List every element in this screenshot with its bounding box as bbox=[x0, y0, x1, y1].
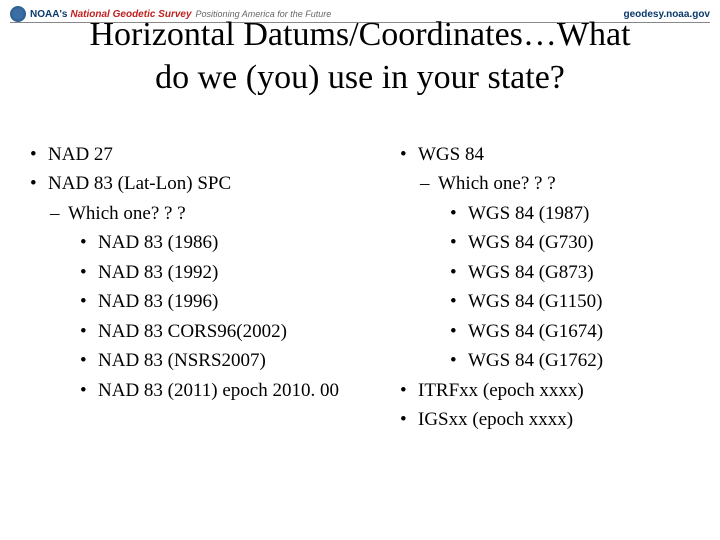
list-item: NAD 83 (NSRS2007) bbox=[98, 346, 400, 375]
list-item: NAD 83 (1986) bbox=[98, 228, 400, 257]
right-column: WGS 84 Which one? ? ? WGS 84 (1987) WGS … bbox=[400, 140, 700, 434]
list-item: WGS 84 (G1150) bbox=[468, 287, 700, 316]
list-item: WGS 84 (1987) bbox=[468, 199, 700, 228]
list-item: NAD 83 CORS96(2002) bbox=[98, 317, 400, 346]
list-item: IGSxx (epoch xxxx) bbox=[418, 405, 700, 434]
list-item-label: Which one? ? ? bbox=[438, 173, 556, 194]
list-item: NAD 83 (1996) bbox=[98, 287, 400, 316]
title-line-2: do we (you) use in your state? bbox=[155, 59, 565, 96]
list-item: ITRFxx (epoch xxxx) bbox=[418, 376, 700, 405]
title-line-1: Horizontal Datums/Coordinates…What bbox=[89, 16, 630, 53]
list-item: NAD 83 (2011) epoch 2010. 00 bbox=[98, 376, 400, 405]
list-item: WGS 84 (G873) bbox=[468, 258, 700, 287]
list-item-label: WGS 84 bbox=[418, 144, 484, 165]
list-item: Which one? ? ? NAD 83 (1986) NAD 83 (199… bbox=[68, 199, 400, 405]
list-item: NAD 83 (1992) bbox=[98, 258, 400, 287]
left-column: NAD 27 NAD 83 (Lat-Lon) SPC Which one? ?… bbox=[30, 140, 400, 434]
list-item: WGS 84 Which one? ? ? WGS 84 (1987) WGS … bbox=[418, 140, 700, 376]
list-item-label: NAD 83 (Lat-Lon) SPC bbox=[48, 173, 231, 194]
list-item-label: Which one? ? ? bbox=[68, 203, 186, 224]
slide-title: Horizontal Datums/Coordinates…What do we… bbox=[0, 14, 720, 99]
list-item: WGS 84 (G730) bbox=[468, 228, 700, 257]
list-item: Which one? ? ? WGS 84 (1987) WGS 84 (G73… bbox=[438, 169, 700, 375]
list-item: WGS 84 (G1762) bbox=[468, 346, 700, 375]
list-item: WGS 84 (G1674) bbox=[468, 317, 700, 346]
list-item: NAD 83 (Lat-Lon) SPC Which one? ? ? NAD … bbox=[48, 169, 400, 405]
list-item: NAD 27 bbox=[48, 140, 400, 169]
content-area: NAD 27 NAD 83 (Lat-Lon) SPC Which one? ?… bbox=[30, 140, 700, 434]
